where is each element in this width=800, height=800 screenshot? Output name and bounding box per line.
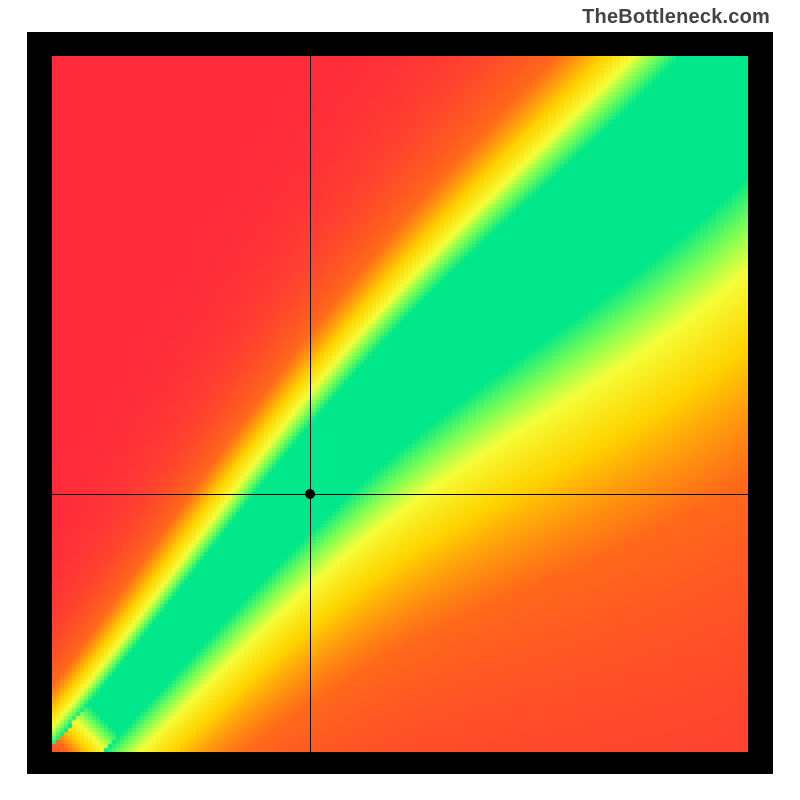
plot-outer-frame [27, 32, 773, 774]
crosshair-horizontal [52, 494, 748, 495]
crosshair-point [305, 489, 315, 499]
watermark-text: TheBottleneck.com [582, 6, 770, 29]
heatmap-canvas [52, 56, 748, 752]
chart-container: { "watermark": { "text": "TheBottleneck.… [0, 0, 800, 800]
crosshair-vertical [310, 56, 311, 752]
